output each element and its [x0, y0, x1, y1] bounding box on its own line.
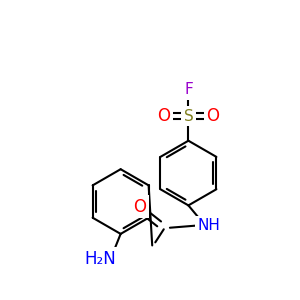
Text: F: F — [184, 82, 193, 98]
Text: H₂N: H₂N — [85, 250, 116, 268]
Text: O: O — [157, 107, 170, 125]
Text: O: O — [134, 198, 146, 216]
Text: S: S — [184, 109, 193, 124]
Text: NH: NH — [198, 218, 220, 233]
Text: O: O — [206, 107, 220, 125]
